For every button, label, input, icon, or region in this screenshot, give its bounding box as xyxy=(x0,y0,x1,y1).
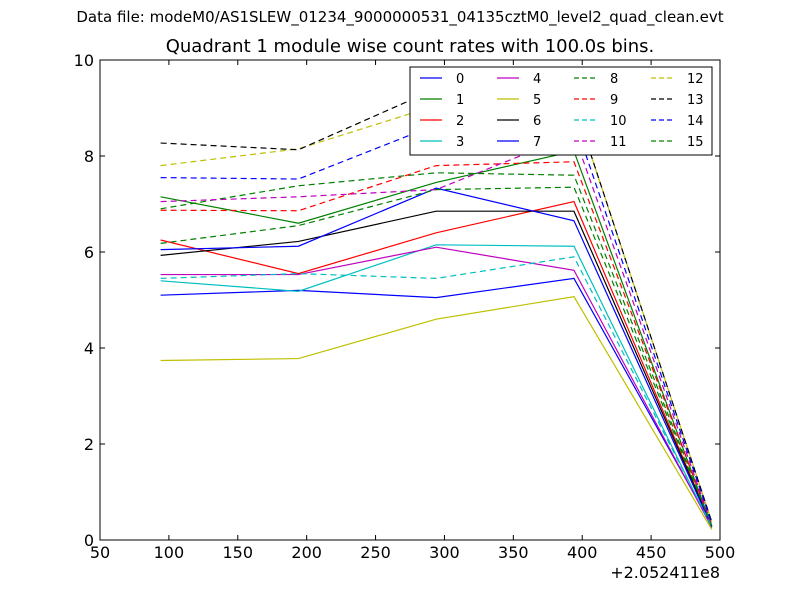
series-line-8 xyxy=(160,172,713,526)
x-tick-label: 400 xyxy=(567,543,598,562)
series-line-9 xyxy=(160,161,713,525)
series-line-10 xyxy=(160,256,713,527)
series-line-1 xyxy=(160,150,713,527)
legend-box xyxy=(409,66,713,156)
legend-label-14: 14 xyxy=(687,114,704,129)
series-line-6 xyxy=(160,210,713,526)
legend-label-6: 6 xyxy=(533,114,541,129)
plot-frame xyxy=(99,59,721,541)
series-line-11 xyxy=(160,133,713,525)
legend-label-15: 15 xyxy=(687,135,704,150)
y-tick-label: 4 xyxy=(84,339,94,358)
chart-title: Quadrant 1 module wise count rates with … xyxy=(165,36,655,57)
legend-label-2: 2 xyxy=(456,114,464,129)
series-line-5 xyxy=(160,295,713,530)
series-line-4 xyxy=(160,246,713,528)
series-layer xyxy=(160,88,713,530)
x-tick-label: 250 xyxy=(360,543,391,562)
series-line-15 xyxy=(160,186,713,526)
x-tick-label: 350 xyxy=(498,543,529,562)
x-tick-label: 150 xyxy=(223,543,254,562)
legend-label-1: 1 xyxy=(456,93,464,108)
legend-label-4: 4 xyxy=(533,72,541,87)
y-tick-label: 2 xyxy=(84,435,94,454)
series-line-13 xyxy=(160,88,713,522)
x-tick-label: 50 xyxy=(90,543,110,562)
legend-label-3: 3 xyxy=(456,135,464,150)
x-tick-label: 300 xyxy=(429,543,460,562)
x-axis-offset-label: +2.052411e8 xyxy=(610,563,720,582)
legend-label-0: 0 xyxy=(456,72,464,87)
y-tick-label: 8 xyxy=(84,147,94,166)
legend-label-8: 8 xyxy=(610,72,618,87)
series-line-7 xyxy=(160,187,713,527)
series-line-0 xyxy=(160,277,713,526)
x-tick-label: 500 xyxy=(705,543,736,562)
y-tick-label: 6 xyxy=(84,243,94,262)
y-tick-label: 10 xyxy=(74,51,94,70)
legend-label-5: 5 xyxy=(533,93,541,108)
legend-label-12: 12 xyxy=(687,72,704,87)
data-file-label: Data file: modeM0/AS1SLEW_01234_90000005… xyxy=(76,8,724,26)
legend-label-13: 13 xyxy=(687,93,704,108)
legend-label-7: 7 xyxy=(533,135,541,150)
x-tick-label: 450 xyxy=(636,543,667,562)
legend-label-10: 10 xyxy=(610,114,627,129)
legend-label-9: 9 xyxy=(610,93,618,108)
legend-label-11: 11 xyxy=(610,135,627,150)
x-tick-label: 100 xyxy=(154,543,185,562)
y-tick-label: 0 xyxy=(84,531,94,550)
x-tick-label: 200 xyxy=(291,543,322,562)
series-line-2 xyxy=(160,200,713,526)
series-line-3 xyxy=(160,244,713,529)
